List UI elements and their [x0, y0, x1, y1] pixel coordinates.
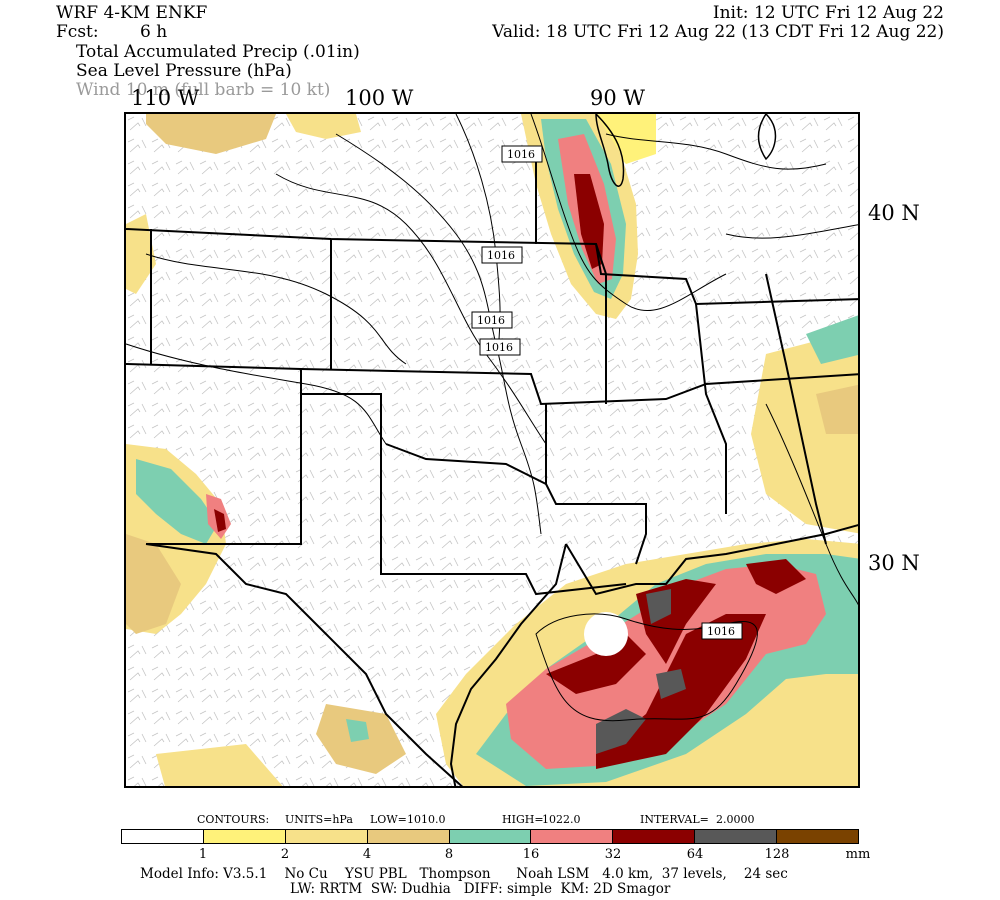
- precip-gulf: [436, 539, 858, 786]
- model-info-line2: LW: RRTM SW: Dudhia DIFF: simple KM: 2D …: [290, 881, 671, 897]
- lat-label-30n: 30 N: [868, 551, 920, 575]
- field-wind-label: Wind 10 m (full barb = 10 kt): [76, 80, 331, 100]
- boundary-line: [595, 243, 607, 404]
- field-precip-label: Total Accumulated Precip (.01in): [76, 42, 360, 62]
- colorbar-bin: [531, 830, 614, 843]
- isobars: [126, 114, 858, 722]
- contour-labels: [471, 145, 743, 640]
- contour-label: 1016: [477, 314, 505, 327]
- lake-huron: [757, 114, 777, 161]
- lon-label-110w: 110 W: [131, 86, 200, 110]
- colorbar-tick-label: 8: [444, 847, 454, 862]
- contour-label: 1016: [507, 148, 535, 161]
- colorbar-tick-label: 64: [686, 847, 704, 862]
- isobar-line: [535, 613, 758, 722]
- contour-low-value: 1010.0: [407, 813, 446, 826]
- precip-north: [126, 114, 656, 294]
- colorbar-tick-label: 16: [522, 847, 540, 862]
- boundary-line: [695, 303, 727, 514]
- lon-label-100w: 100 W: [345, 86, 414, 110]
- contour-info-label: CONTOURS:: [197, 813, 270, 826]
- contour-high-value: 1022.0: [542, 813, 581, 826]
- colorbar-bin: [285, 830, 368, 843]
- boundary-line: [545, 404, 647, 565]
- boundary-line: [385, 443, 547, 485]
- contour-label: 1016: [707, 625, 735, 638]
- lon-label-90w: 90 W: [590, 86, 645, 110]
- lat-label-40n: 40 N: [868, 201, 920, 225]
- model-info-line1: Model Info: V3.5.1 No Cu YSU PBL Thompso…: [140, 866, 788, 882]
- colorbar-unit: mm: [845, 847, 871, 862]
- colorbar-bin: [777, 830, 859, 843]
- isobar-line: [275, 173, 547, 445]
- precip-colorbar: [121, 829, 859, 844]
- colorbar-bin: [449, 830, 532, 843]
- isobar-line: [605, 133, 827, 170]
- init-time: Init: 12 UTC Fri 12 Aug 22: [712, 3, 944, 23]
- boundary-line: [301, 393, 627, 596]
- isobar-line: [126, 343, 387, 445]
- boundary-line: [145, 543, 464, 786]
- boundary-line: [146, 369, 302, 545]
- precip-east: [751, 315, 858, 534]
- state-boundaries: [126, 149, 858, 786]
- forecast-hour: 6 h: [140, 22, 168, 42]
- contour-units: UNITS=hPa: [285, 813, 353, 826]
- colorbar-tick-label: 4: [362, 847, 372, 862]
- contour-interval-value: 2.0000: [716, 813, 755, 826]
- coastline: [449, 543, 567, 786]
- colorbar-tick-label: 32: [604, 847, 622, 862]
- precip-southwest: [126, 444, 406, 786]
- isobar-line: [530, 114, 727, 312]
- forecast-label: Fcst:: [56, 22, 99, 42]
- contour-label: 1016: [487, 249, 515, 262]
- field-slp-label: Sea Level Pressure (hPa): [76, 61, 292, 81]
- contour-label: 1016: [485, 341, 513, 354]
- contour-high-label: HIGH=: [502, 813, 544, 826]
- contour-low-label: LOW=: [370, 813, 407, 826]
- contour-interval-label: INTERVAL=: [640, 813, 709, 826]
- colorbar-bin: [203, 830, 286, 843]
- colorbar-tick-label: 2: [280, 847, 290, 862]
- colorbar-tick-label: 1: [198, 847, 208, 862]
- model-name: WRF 4-KM ENKF: [56, 3, 208, 23]
- isobar-line: [725, 224, 858, 239]
- lake-michigan: [595, 114, 625, 187]
- valid-time: Valid: 18 UTC Fri 12 Aug 22 (13 CDT Fri …: [492, 22, 944, 42]
- great-lakes: [595, 114, 777, 187]
- colorbar-tick-label: 128: [764, 847, 790, 862]
- colorbar-bin: [122, 830, 204, 843]
- coastline: [565, 524, 858, 596]
- colorbar-bin: [367, 830, 450, 843]
- boundary-line: [765, 273, 827, 545]
- colorbar-bin: [695, 830, 778, 843]
- colorbar-bin: [613, 830, 696, 843]
- map-canvas: [126, 114, 858, 786]
- precip-map: 1016 1016 1016 1016 1016: [124, 112, 860, 788]
- isobar-line: [145, 253, 407, 365]
- isobar-line: [335, 133, 542, 535]
